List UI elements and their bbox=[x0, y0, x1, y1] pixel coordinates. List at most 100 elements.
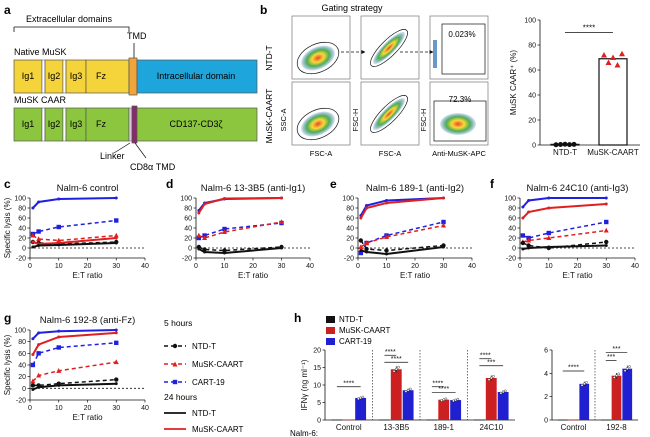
g-point-3-0 bbox=[31, 388, 35, 391]
e-point-1-3 bbox=[441, 222, 446, 228]
c-point-3-3 bbox=[114, 236, 118, 240]
h1-dot-2-1-1 bbox=[442, 398, 446, 402]
c-point-5-2 bbox=[57, 197, 61, 201]
g-ytick-label: 0 bbox=[22, 386, 26, 393]
d-series-line-4 bbox=[198, 197, 282, 212]
g-xtick-label: 20 bbox=[84, 405, 92, 412]
e-series-line-5 bbox=[360, 197, 444, 219]
legend-h-text-musk: MuSK-CAART bbox=[339, 326, 391, 335]
g-series-line-5 bbox=[32, 329, 117, 340]
h1-sig-text-4: **** bbox=[438, 386, 449, 393]
h2-dot-1-1-1 bbox=[615, 374, 618, 377]
f-point-4-2 bbox=[547, 206, 551, 210]
h1-dot-3-2-0 bbox=[499, 391, 503, 395]
f-series-line-1 bbox=[522, 229, 607, 243]
d-xtick-label: 40 bbox=[306, 263, 314, 270]
h1-dot-2-2-2 bbox=[456, 397, 460, 401]
g-title: Nalm-6 192-8 (anti-Fz) bbox=[40, 315, 136, 326]
c-series-line-3 bbox=[32, 237, 117, 246]
h1-sig-text-6: *** bbox=[487, 359, 495, 366]
f-series-line-5 bbox=[522, 197, 607, 208]
linker-label: Linker bbox=[100, 151, 125, 161]
h2-dot-1-2-0 bbox=[623, 369, 627, 373]
f-point-3-0 bbox=[521, 247, 525, 251]
b-dot-0-2 bbox=[562, 141, 568, 147]
h1-bar-1-1 bbox=[390, 369, 402, 420]
gating-title: Gating strategy bbox=[321, 3, 383, 13]
e-ytick-label: 40 bbox=[346, 226, 354, 233]
g-ytick-label: 80 bbox=[18, 339, 26, 346]
h1-dot-1-2-1 bbox=[406, 388, 410, 392]
legend-h: NTD-T MuSK-CAART CART-19 bbox=[326, 315, 391, 346]
legend-g-marker-cart-dash bbox=[172, 379, 178, 385]
b-ytick-label: 20 bbox=[528, 118, 536, 125]
e-point-5-2 bbox=[385, 201, 388, 205]
c-point-4-1 bbox=[37, 244, 41, 247]
c-point-5-0 bbox=[31, 206, 35, 210]
schematic-panel-a: Extracellular domains TMD Native MuSK Ig… bbox=[13, 14, 258, 172]
f-ytick-label: 80 bbox=[508, 206, 516, 213]
e-xtick-label: 0 bbox=[356, 263, 360, 270]
panel-label-a: a bbox=[4, 3, 11, 17]
e-ytick-label: -20 bbox=[344, 256, 354, 263]
native-fz-domain bbox=[85, 59, 130, 94]
h2-bar-1-0 bbox=[600, 419, 611, 421]
b-xtick-label: MuSK-CAART bbox=[587, 148, 639, 157]
legend-g-text-musk-solid: MuSK-CAART bbox=[192, 425, 244, 434]
e-ytick-label: 20 bbox=[346, 236, 354, 243]
h2-bar-1-1 bbox=[611, 375, 622, 420]
caar-fz-text: Fz bbox=[96, 119, 106, 129]
panel-label-f: f bbox=[490, 177, 495, 191]
native-spacer-2 bbox=[62, 59, 67, 94]
musk-caar-label: MuSK CAAR bbox=[14, 95, 67, 105]
e-point-2-1 bbox=[364, 246, 369, 252]
b-ytick-label: 60 bbox=[528, 68, 536, 75]
d-title: Nalm-6 13-3B5 (anti-Ig1) bbox=[201, 183, 306, 194]
pct-musk: 72.3% bbox=[449, 95, 472, 104]
h1-dot-3-1-0 bbox=[487, 378, 491, 381]
d-point-2-2 bbox=[222, 248, 227, 253]
f-point-3-1 bbox=[527, 246, 531, 250]
d-point-3-2 bbox=[223, 251, 226, 255]
legend-g-5h: 5 hours bbox=[164, 318, 192, 328]
e-point-3-3 bbox=[442, 245, 445, 249]
gate-2 bbox=[370, 29, 408, 67]
c-ytick-label: 80 bbox=[18, 206, 26, 213]
c-series-line-0 bbox=[32, 219, 117, 235]
g-xtick-label: 30 bbox=[112, 405, 120, 412]
d-series-line-3 bbox=[198, 247, 282, 255]
g-point-3-2 bbox=[57, 383, 61, 387]
c-point-3-0 bbox=[31, 240, 35, 244]
h1-dot-2-1-2 bbox=[444, 397, 448, 401]
d-ytick-label: -20 bbox=[182, 256, 192, 263]
d-point-1-1 bbox=[202, 235, 208, 240]
b-ytick-label: 0 bbox=[532, 143, 536, 150]
e-xlabel: E:T ratio bbox=[400, 271, 431, 280]
d-xtick-label: 20 bbox=[249, 263, 257, 270]
row-ntd-label: NTD-T bbox=[264, 45, 274, 71]
d-series-line-0 bbox=[198, 222, 282, 239]
f-xtick-label: 40 bbox=[631, 263, 639, 270]
f-ytick-label: 20 bbox=[508, 236, 516, 243]
native-spacer-1 bbox=[41, 59, 46, 94]
c-ytick-label: 60 bbox=[18, 216, 26, 223]
c-point-5-3 bbox=[114, 196, 118, 200]
h1-dot-1-1-2 bbox=[397, 365, 400, 369]
h2-ytick-label: 4 bbox=[544, 371, 548, 378]
c-series-line-1 bbox=[32, 234, 117, 242]
e-series-line-3 bbox=[360, 246, 444, 256]
e-point-3-0 bbox=[359, 249, 363, 252]
h1-bar-2-1 bbox=[438, 399, 450, 420]
tmd-label: TMD bbox=[127, 31, 147, 41]
f-point-4-3 bbox=[604, 202, 608, 206]
e-point-1-2 bbox=[384, 234, 389, 239]
cd8-tmd-label: CD8α TMD bbox=[130, 162, 176, 172]
extracellular-bracket bbox=[13, 26, 130, 32]
c-ytick-label: 40 bbox=[18, 226, 26, 233]
h1-ylabel: IFNγ (ng ml⁻¹) bbox=[300, 359, 309, 410]
f-ytick-label: -20 bbox=[506, 256, 516, 263]
g-series-line-1 bbox=[32, 361, 117, 382]
g-point-1-2 bbox=[56, 368, 62, 373]
